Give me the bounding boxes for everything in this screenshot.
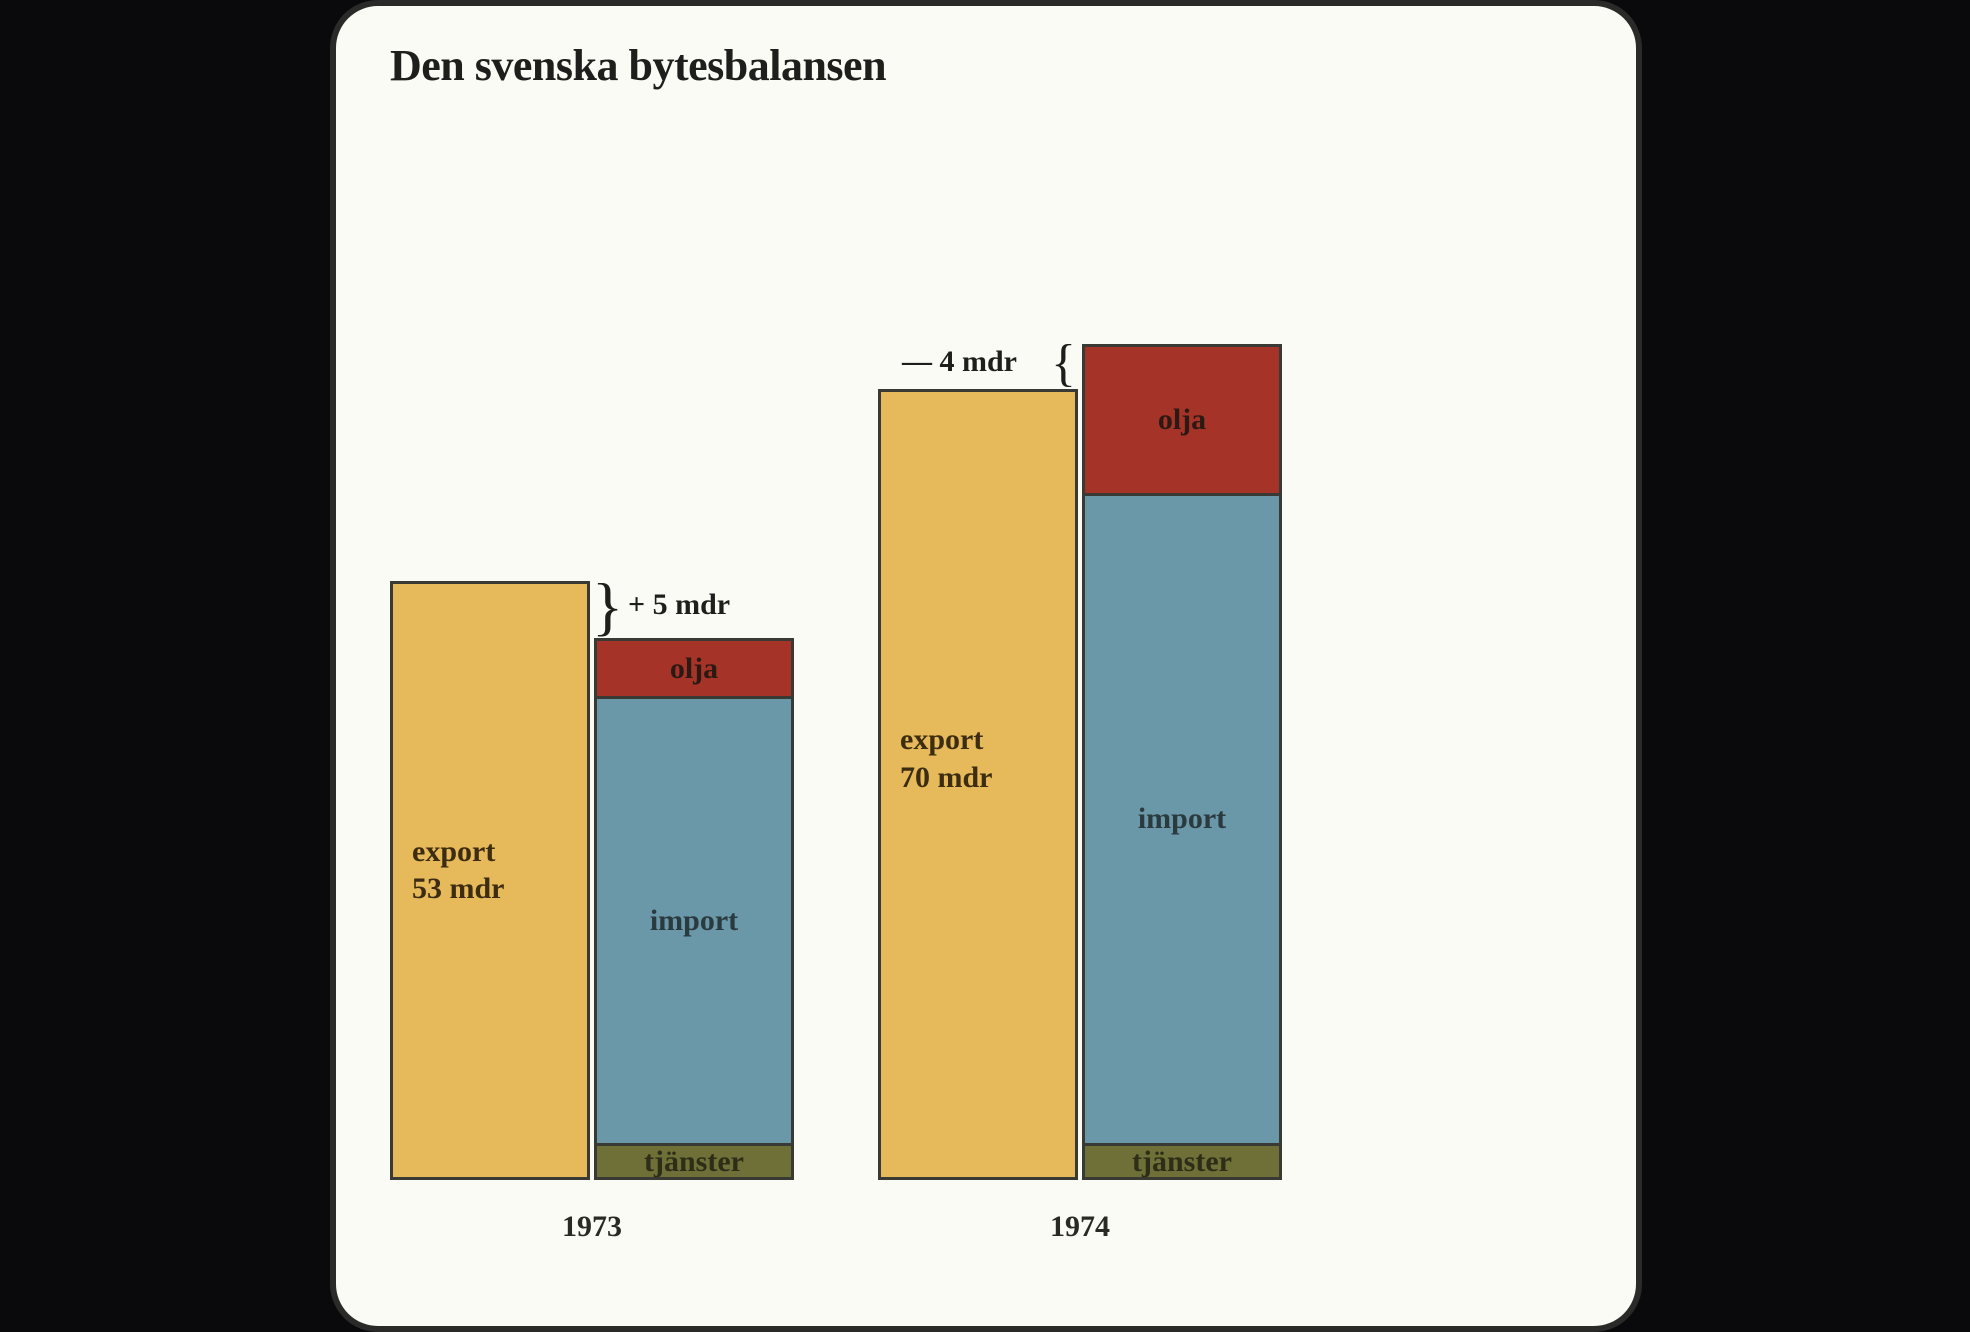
import-stack: oljaimporttjänster	[594, 638, 794, 1180]
segment-import: import	[1085, 493, 1279, 1144]
segment-tjanster: tjänster	[597, 1143, 791, 1177]
import-stack: oljaimporttjänster	[1082, 344, 1282, 1180]
export-label: export 53 mdr	[412, 833, 505, 908]
segment-olja: olja	[597, 641, 791, 697]
slide: Den svenska bytesbalansen export 53 mdr ol…	[0, 0, 1970, 1332]
diff-label: — 4 mdr	[902, 345, 1017, 379]
diff-brace: }	[1051, 338, 1076, 390]
export-label: export 70 mdr	[900, 721, 993, 796]
diff-label: + 5 mdr	[628, 588, 730, 622]
segment-olja: olja	[1085, 347, 1279, 493]
diff-brace: }	[592, 575, 623, 640]
segment-tjanster: tjänster	[1085, 1143, 1279, 1177]
year-label: 1974	[878, 1210, 1282, 1244]
year-label: 1973	[390, 1210, 794, 1244]
chart-title: Den svenska bytesbalansen	[390, 40, 886, 91]
segment-import: import	[597, 696, 791, 1143]
